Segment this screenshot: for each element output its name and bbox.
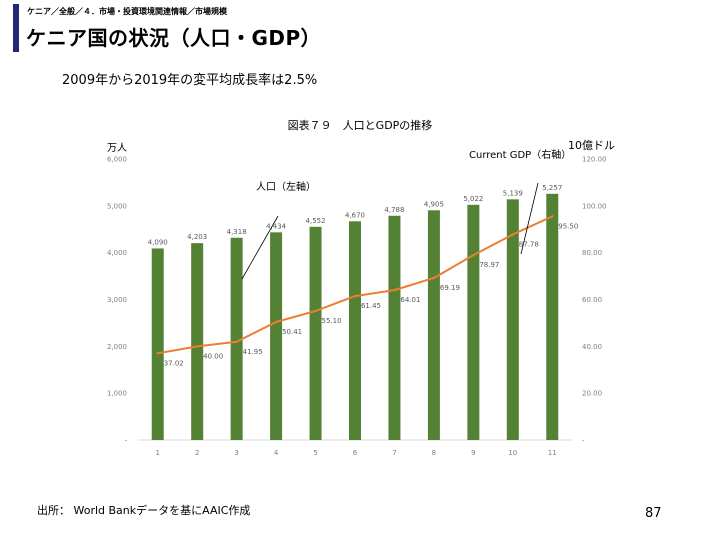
left-axis-tick-label: 6,000	[107, 156, 127, 164]
gdp-point	[314, 309, 317, 313]
x-axis-tick-label: 6	[353, 449, 358, 457]
x-axis-tick-label: 3	[234, 449, 238, 457]
gdp-point	[353, 294, 357, 298]
population-data-label: 4,670	[345, 211, 365, 219]
title-accent-bar	[13, 4, 19, 52]
left-axis-tick-label: 1,000	[107, 390, 127, 398]
gdp-point	[274, 320, 278, 324]
right-axis-tick-label: 40.00	[582, 343, 602, 351]
population-bar	[467, 204, 480, 440]
right-axis-tick-label: 20.00	[582, 390, 602, 398]
population-data-label: 5,257	[542, 184, 562, 192]
chart-title: 図表７９ 人口とGDPの推移	[287, 119, 433, 132]
left-axis-tick-label: 2,000	[107, 343, 127, 351]
gdp-data-label: 50.41	[282, 328, 302, 336]
x-axis-tick-label: 4	[274, 449, 279, 457]
x-axis-tick-label: 10	[508, 449, 517, 457]
population-bar	[427, 210, 440, 440]
x-axis-tick-label: 9	[471, 449, 475, 457]
x-axis-tick-label: 11	[548, 449, 557, 457]
right-axis-tick-label: 100.00	[582, 202, 607, 210]
population-data-label: 4,552	[306, 217, 326, 225]
gdp-data-label: 78.97	[479, 261, 499, 269]
gdp-data-label: 37.02	[164, 359, 184, 367]
x-axis-tick-label: 5	[313, 449, 317, 457]
right-axis-tick-label: 80.00	[582, 249, 602, 257]
left-axis-tick-label: 4,000	[107, 249, 127, 257]
gdp-data-label: 87.78	[519, 240, 539, 248]
left-axis-tick-label: 3,000	[107, 296, 127, 304]
population-data-label: 4,788	[384, 206, 404, 214]
gdp-point	[511, 233, 515, 236]
page-number: 87	[645, 506, 662, 521]
right-axis-tick-label: 60.00	[582, 296, 602, 304]
x-axis-tick-label: 7	[392, 449, 396, 457]
gdp-data-label: 95.50	[558, 222, 578, 230]
population-bar	[388, 215, 401, 440]
left-axis-unit: 万人	[107, 143, 127, 154]
gdp-point	[432, 276, 436, 280]
gdp-data-label: 69.19	[440, 284, 460, 292]
right-axis-unit: 10億ドル	[568, 139, 615, 152]
population-bar	[151, 248, 164, 440]
population-bar	[230, 237, 243, 440]
x-axis-tick-label: 2	[195, 449, 199, 457]
left-axis-tick-label: -	[124, 437, 127, 445]
right-axis-tick-label: -	[582, 437, 585, 445]
gdp-series-annotation: Current GDP（右軸）	[469, 148, 571, 161]
left-axis-tick-label: 5,000	[107, 202, 127, 210]
population-bar	[349, 221, 361, 440]
x-axis-tick-label: 1	[155, 449, 159, 457]
page-title: ケニア国の状況（人口・GDP）	[26, 26, 322, 50]
population-data-label: 5,139	[503, 189, 523, 197]
population-leader-line	[241, 215, 279, 280]
gdp-point	[235, 340, 238, 343]
population-bar	[191, 243, 204, 440]
population-data-label: 4,434	[266, 222, 287, 230]
gdp-point	[472, 253, 475, 257]
breadcrumb: ケニア／全般／４．市場・投資環境関連情報／市場規模	[27, 7, 227, 16]
gdp-point	[195, 345, 199, 348]
population-data-label: 4,318	[227, 228, 247, 236]
population-series-annotation: 人口（左軸）	[256, 180, 316, 193]
source-note: 出所： World Bankデータを基にAAIC作成	[37, 504, 251, 517]
population-bar	[506, 199, 519, 440]
gdp-data-label: 41.95	[243, 348, 263, 356]
population-data-label: 4,905	[424, 200, 444, 208]
gdp-data-label: 55.10	[322, 317, 342, 325]
gdp-data-label: 64.01	[400, 296, 420, 304]
population-data-label: 4,090	[148, 238, 168, 246]
gdp-point	[156, 352, 159, 355]
population-bar	[270, 232, 283, 440]
gdp-leader-line	[520, 182, 539, 255]
population-data-label: 4,203	[187, 233, 207, 241]
gdp-point	[551, 215, 554, 218]
gdp-data-label: 61.45	[361, 302, 381, 310]
gdp-point	[393, 288, 396, 292]
right-axis-tick-label: 120.00	[582, 156, 607, 164]
population-data-label: 5,022	[463, 195, 483, 203]
gdp-data-label: 40.00	[203, 352, 223, 360]
population-bar	[309, 226, 322, 440]
population-bar	[546, 193, 559, 440]
x-axis-tick-label: 8	[432, 449, 436, 457]
growth-rate-note: 2009年から2019年の変平均成長率は2.5%	[62, 73, 318, 88]
